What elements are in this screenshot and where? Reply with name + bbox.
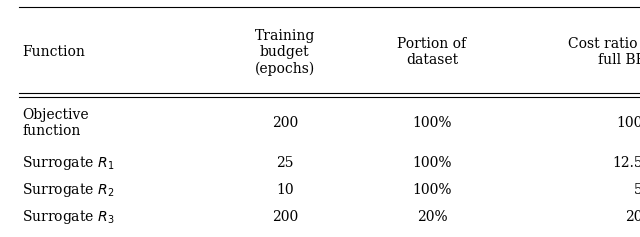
Text: 20%: 20% — [625, 210, 640, 224]
Text: 200: 200 — [271, 210, 298, 224]
Text: 20%: 20% — [417, 210, 447, 224]
Text: 5%: 5% — [634, 183, 640, 197]
Text: Function: Function — [22, 45, 85, 59]
Text: Training
budget
(epochs): Training budget (epochs) — [255, 29, 315, 76]
Text: Objective
function: Objective function — [22, 108, 89, 138]
Text: Portion of
dataset: Portion of dataset — [397, 37, 467, 67]
Text: Cost ratio to
full BBE: Cost ratio to full BBE — [568, 37, 640, 67]
Text: 100%: 100% — [412, 156, 452, 170]
Text: 12.5%: 12.5% — [612, 156, 640, 170]
Text: Surrogate $R_4$: Surrogate $R_4$ — [22, 236, 115, 237]
Text: 100%: 100% — [412, 183, 452, 197]
Text: Surrogate $R_3$: Surrogate $R_3$ — [22, 209, 115, 226]
Text: 10: 10 — [276, 183, 294, 197]
Text: 100%: 100% — [616, 116, 640, 130]
Text: Surrogate $R_2$: Surrogate $R_2$ — [22, 181, 115, 199]
Text: 100%: 100% — [412, 116, 452, 130]
Text: 25: 25 — [276, 156, 294, 170]
Text: Surrogate $R_1$: Surrogate $R_1$ — [22, 154, 115, 172]
Text: 200: 200 — [271, 116, 298, 130]
